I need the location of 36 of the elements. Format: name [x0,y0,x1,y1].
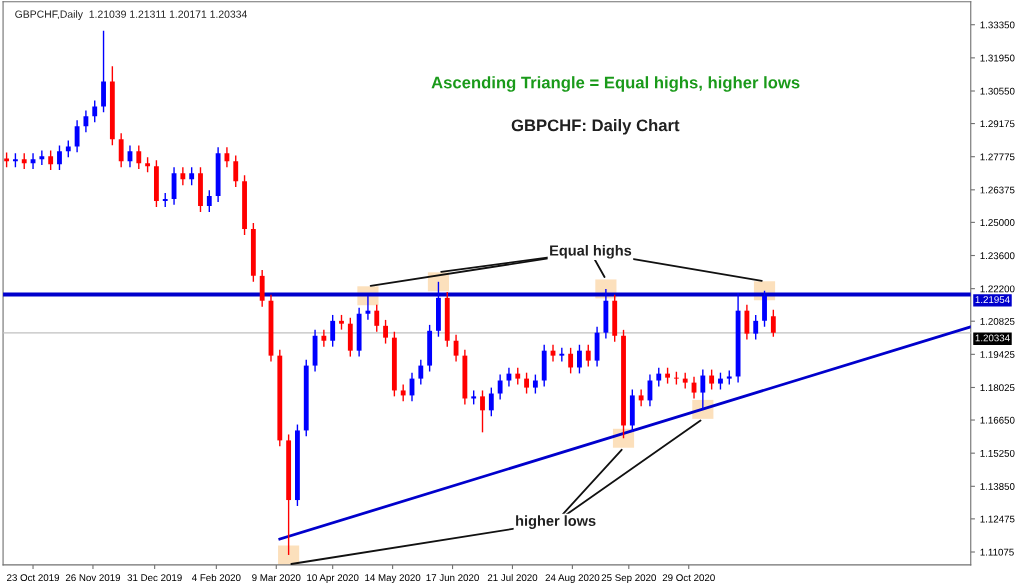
annotation: Equal highs [550,244,632,259]
y-tick-label: 1.31950 [980,54,1015,62]
x-tick-label: 4 Feb 2020 [191,573,241,582]
y-tick-label: 1.23600 [980,252,1015,260]
y-tick-label: 1.27775 [980,153,1015,161]
y-tick-label: 1.29175 [980,120,1015,128]
y-tick-label: 1.13850 [980,483,1015,490]
x-tick-label: 29 Oct 2020 [662,574,715,582]
text: Ascending Triangle = Equal highs, higher lows [431,76,800,92]
x-tick-label: 21 Jul 2020 [487,573,538,582]
y-tick-label: 1.15250 [980,449,1015,457]
ref-line-label: 1.20334 [975,334,1010,342]
y-tick-label: 1.26375 [980,186,1015,194]
x-tick-label: 17 Jun 2020 [426,574,479,582]
y-tick-label: 1.11075 [980,548,1014,556]
y-tick-label: 1.33350 [980,21,1015,29]
x-tick-label: 14 May 2020 [365,574,421,583]
y-tick-label: 1.18025 [980,384,1015,392]
y-tick-label: 1.12475 [980,515,1015,523]
x-tick-label: 25 Sep 2020 [601,574,656,583]
annotation: higher lows [516,515,596,529]
x-tick-label: 9 Mar 2020 [252,574,301,582]
y-tick-label: 1.20825 [980,317,1015,325]
y-tick-label: 1.19425 [980,351,1015,358]
x-tick-label: 23 Oct 2019 [7,574,60,582]
x-tick-label: 24 Aug 2020 [545,574,600,583]
y-tick-label: 1.16650 [980,416,1015,424]
text: GBPCHF: Daily Chart [511,119,680,135]
x-tick-label: 31 Dec 2019 [127,574,182,582]
y-tick-label: 1.30550 [980,87,1015,95]
y-tick-label: 1.22200 [980,285,1015,293]
x-tick-label: 10 Apr 2020 [307,574,359,583]
annotation: GBPCHF,Daily 1.21039 1.21311 1.20171 1.20334 [15,10,247,20]
x-tick-label: 26 Nov 2019 [65,574,121,582]
y-tick-label: 1.25000 [980,219,1015,226]
ref-line-label: 1.21954 [975,296,1010,304]
